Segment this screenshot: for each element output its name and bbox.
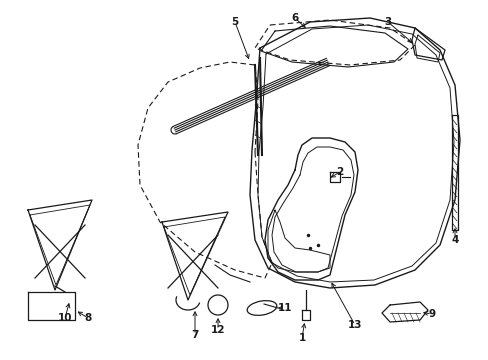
Text: 7: 7 (191, 330, 198, 340)
Text: 11: 11 (277, 303, 292, 313)
Text: 5: 5 (231, 17, 238, 27)
Text: 1: 1 (298, 333, 305, 343)
Text: 4: 4 (450, 235, 458, 245)
Text: 6: 6 (291, 13, 298, 23)
Text: 2: 2 (336, 167, 343, 177)
Text: 9: 9 (427, 309, 435, 319)
Text: 10: 10 (58, 313, 72, 323)
Text: 3: 3 (384, 17, 391, 27)
Text: 8: 8 (84, 313, 91, 323)
Text: 12: 12 (210, 325, 225, 335)
Text: 13: 13 (347, 320, 362, 330)
